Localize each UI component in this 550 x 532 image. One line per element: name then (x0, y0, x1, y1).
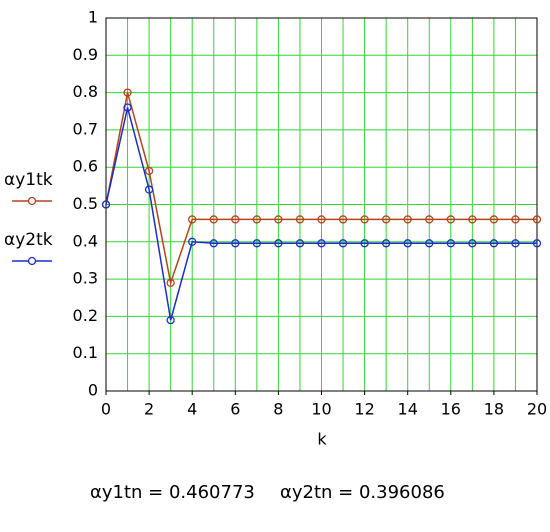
data-point (123, 103, 132, 112)
data-point (274, 239, 283, 248)
y-tick-label: 0.2 (73, 306, 98, 325)
data-point (468, 239, 477, 248)
data-point (209, 239, 218, 248)
data-point (144, 185, 154, 194)
data-point (403, 239, 412, 248)
x-axis-label: k (317, 430, 327, 449)
data-point (231, 239, 240, 248)
x-tick-label: 6 (230, 400, 240, 419)
y-tick-label: 1 (88, 8, 98, 27)
data-point (295, 215, 305, 224)
data-point (188, 215, 197, 224)
data-point (252, 215, 262, 224)
x-tick-label: 4 (187, 400, 197, 419)
data-point (446, 239, 455, 248)
x-tick-label: 0 (101, 400, 111, 419)
data-point (295, 239, 305, 248)
data-point (209, 215, 218, 224)
data-point (317, 215, 326, 224)
data-point (532, 215, 542, 224)
data-point (188, 237, 197, 246)
y-tick-label: 0.7 (73, 119, 98, 138)
data-point (489, 215, 499, 224)
y-tick-label: 0.3 (73, 269, 98, 288)
y-tick-label: 0.8 (73, 82, 98, 101)
x-tick-label: 20 (527, 400, 547, 419)
data-point (489, 239, 499, 248)
x-tick-label: 8 (273, 400, 283, 419)
legend-label: αy1tk (4, 170, 53, 190)
data-point (468, 215, 477, 224)
y-tick-label: 0.4 (73, 231, 98, 250)
y-tick-label: 0.6 (73, 157, 98, 176)
data-point (360, 239, 369, 248)
footer-result: αy1tn = 0.460773 (90, 482, 255, 503)
series-line (105, 92, 537, 286)
data-point (317, 239, 326, 248)
data-point (338, 215, 348, 224)
data-point (532, 239, 542, 248)
y-tick-label: 0.5 (73, 194, 98, 213)
x-tick-label: 2 (144, 400, 154, 419)
data-point (166, 278, 175, 287)
y-tick-label: 0.1 (73, 343, 98, 362)
footer-result: αy2tn = 0.396086 (280, 482, 445, 503)
legend-marker (27, 196, 37, 206)
data-point (425, 239, 434, 248)
x-tick-label: 12 (354, 400, 374, 419)
y-tick-label: 0.9 (73, 45, 98, 64)
data-point (381, 239, 391, 248)
data-point (166, 315, 175, 325)
data-point (381, 215, 391, 224)
data-point (446, 215, 455, 224)
legend-marker (27, 256, 37, 266)
data-point (425, 215, 434, 224)
legend-label: αy2tk (4, 230, 53, 250)
data-point (360, 215, 369, 224)
data-point (144, 166, 154, 176)
x-tick-label: 10 (311, 400, 331, 419)
data-point (511, 239, 520, 248)
x-tick-label: 18 (484, 400, 504, 419)
data-point (511, 215, 520, 224)
x-tick-label: 14 (398, 400, 418, 419)
data-point (231, 215, 240, 224)
y-tick-label: 0 (88, 381, 98, 400)
data-point (338, 239, 348, 248)
data-point (123, 88, 132, 97)
data-point (274, 215, 283, 224)
data-point (101, 200, 111, 209)
data-point (403, 215, 412, 224)
series-line (105, 107, 537, 321)
data-point (252, 239, 262, 248)
x-tick-label: 16 (441, 400, 461, 419)
